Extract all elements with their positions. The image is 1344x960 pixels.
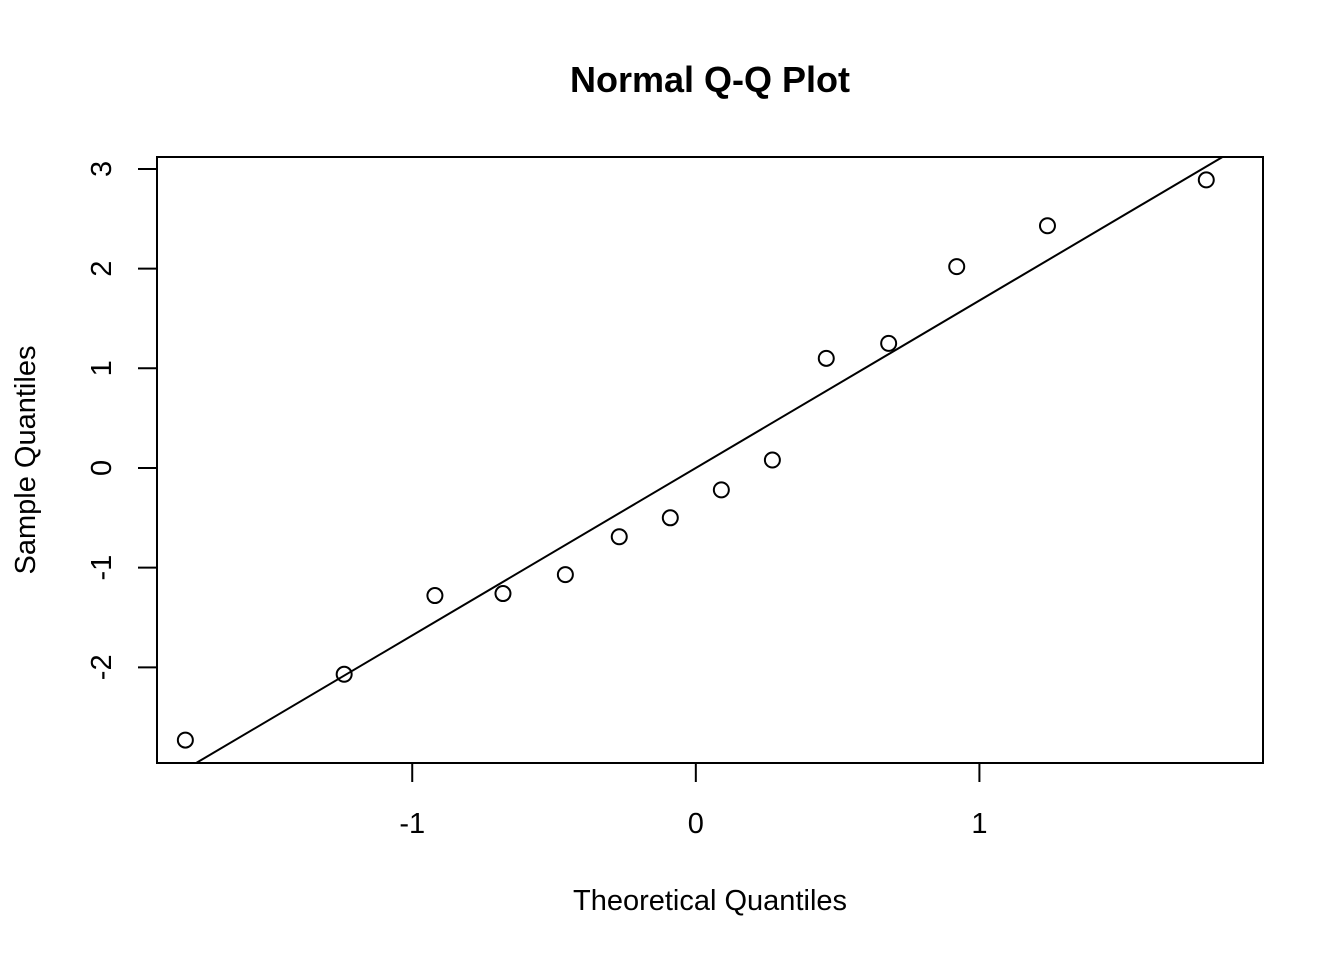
y-tick-label: 2 [86,261,118,277]
data-point [1038,217,1056,235]
x-axis: -1 0 1 [399,762,987,840]
data-point [880,334,898,352]
points-group [176,171,1215,749]
reference-line [195,156,1223,764]
chart-title: Normal Q-Q Plot [570,59,850,100]
data-point [610,528,628,546]
x-tick-label: 1 [971,808,987,840]
data-point [176,731,194,749]
x-axis-label: Theoretical Quantiles [573,885,847,917]
y-tick-label: 0 [86,460,118,476]
data-point [426,587,444,605]
data-point [817,349,835,367]
data-point [335,665,353,683]
y-tick-label: 1 [86,360,118,376]
data-point [763,451,781,469]
data-point [556,566,574,584]
y-tick-label: -2 [86,654,118,680]
y-axis-label: Sample Quantiles [10,346,42,575]
x-tick-label: 0 [688,808,704,840]
y-axis: -2 -1 0 1 2 3 [86,161,158,680]
data-point [1197,171,1215,189]
data-point [712,481,730,499]
x-tick-label: -1 [399,808,425,840]
y-tick-label: -1 [86,555,118,581]
reference-line-group [195,156,1223,764]
y-tick-label: 3 [86,161,118,177]
data-point [494,585,512,603]
data-point [661,509,679,527]
data-point [948,258,966,276]
